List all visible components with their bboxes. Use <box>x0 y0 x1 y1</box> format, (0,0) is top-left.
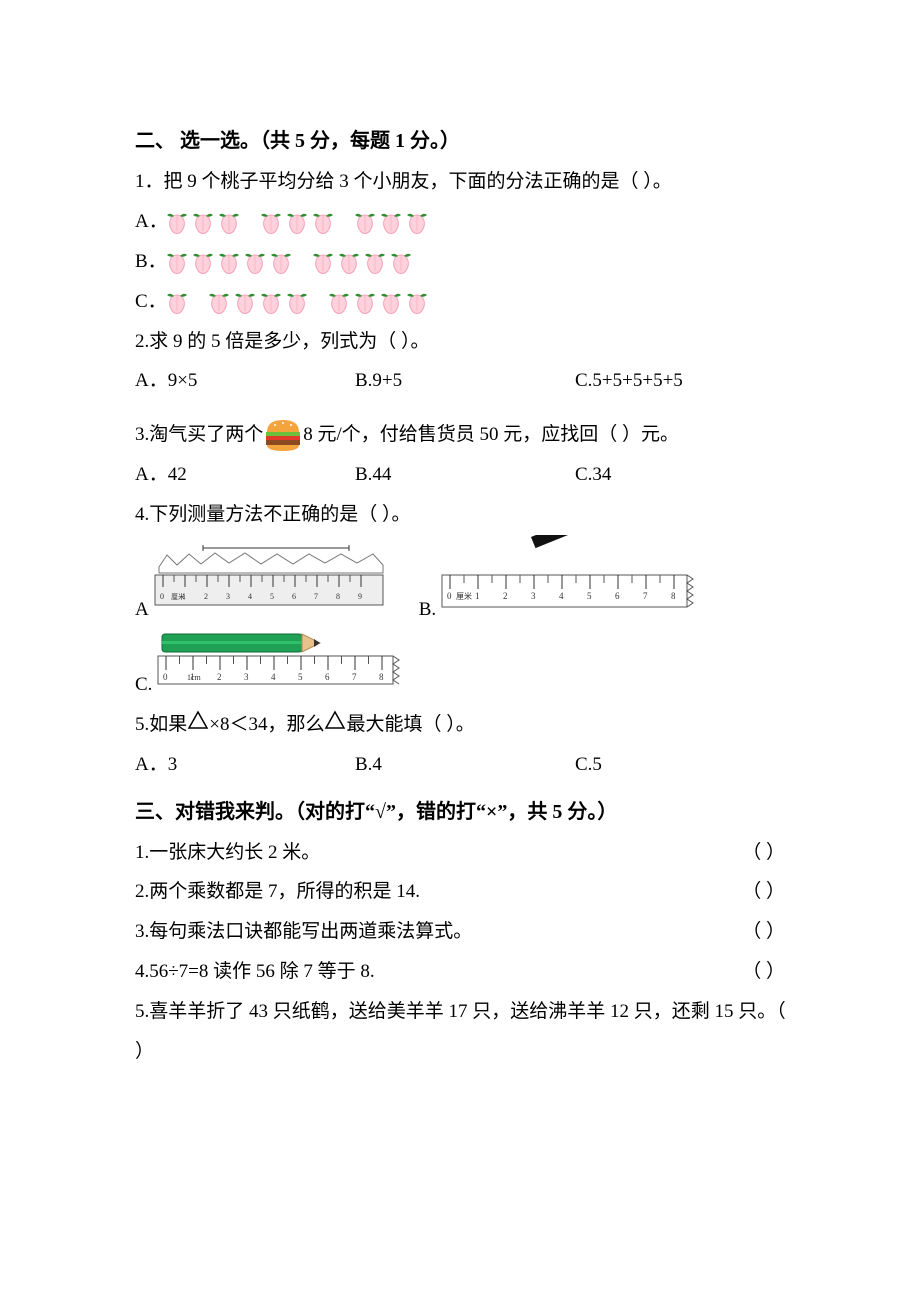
svg-text:2: 2 <box>204 592 208 601</box>
judge-text: 3.每句乘法口诀都能写出两道乘法算式。 <box>135 912 742 952</box>
q1-optA: A． <box>135 202 795 242</box>
svg-text:3: 3 <box>531 591 536 601</box>
q1-optB-label: B． <box>135 242 165 282</box>
judge-item-3: 3.每句乘法口诀都能写出两道乘法算式。 （ ） <box>135 912 795 952</box>
q3-pre: 3.淘气买了两个 <box>135 415 263 455</box>
svg-text:2: 2 <box>503 591 508 601</box>
svg-text:8: 8 <box>336 592 340 601</box>
q4-optC: C. 0123456781cm <box>135 630 795 705</box>
judge-item-2: 2.两个乘数都是 7，所得的积是 14. （ ） <box>135 872 795 912</box>
svg-text:8: 8 <box>671 591 676 601</box>
q3-mid: 8 元/个，付给售货员 50 元，应找回（ ）元。 <box>303 415 679 455</box>
judge-item-5: 5.喜羊羊折了 43 只纸鹤，送给美羊羊 17 只，送给沸羊羊 12 只，还剩 … <box>135 992 795 1072</box>
q2-options: A．9×5 B.9+5 C.5+5+5+5+5 <box>135 361 795 401</box>
svg-text:厘米: 厘米 <box>171 592 185 601</box>
svg-text:9: 9 <box>358 592 362 601</box>
triangle-icon <box>187 705 209 745</box>
q5-optB: B.4 <box>355 745 575 785</box>
q2-optB: B.9+5 <box>355 361 575 401</box>
svg-text:5: 5 <box>587 591 592 601</box>
judge-paren: （ ） <box>742 952 795 992</box>
q3-optA: A．42 <box>135 455 355 495</box>
triangle-icon <box>324 705 346 745</box>
svg-text:4: 4 <box>248 592 252 601</box>
q4-optA-label: A <box>135 590 149 630</box>
judge-text: 4.56÷7=8 读作 56 除 7 等于 8. <box>135 952 742 992</box>
svg-text:6: 6 <box>325 672 330 682</box>
q2-stem: 2.求 9 的 5 倍是多少，列式为（ ）。 <box>135 322 795 362</box>
burger-icon <box>263 418 303 452</box>
q5-post: 最大能填（ ）。 <box>346 705 474 745</box>
svg-text:厘米: 厘米 <box>456 591 472 601</box>
svg-text:7: 7 <box>314 592 318 601</box>
section3-heading: 三、对错我来判。（对的打“√”，错的打“×”，共 5 分。） <box>135 791 795 833</box>
q3-stem: 3.淘气买了两个 8 元/个，付给售货员 50 元，应找回（ ）元。 <box>135 415 795 455</box>
judge-item-4: 4.56÷7=8 读作 56 除 7 等于 8. （ ） <box>135 952 795 992</box>
q1-optB: B． <box>135 242 795 282</box>
svg-text:0: 0 <box>447 591 452 601</box>
q3-options: A．42 B.44 C.34 <box>135 455 795 495</box>
svg-text:6: 6 <box>292 592 296 601</box>
q2-optC: C.5+5+5+5+5 <box>575 361 683 401</box>
burger-tomato-icon <box>266 436 300 440</box>
svg-text:7: 7 <box>352 672 357 682</box>
burger-bun-top-icon <box>267 420 299 432</box>
q1-optB-peaches <box>165 249 413 275</box>
q5-optC: C.5 <box>575 745 602 785</box>
q1-optC-label: C． <box>135 282 165 322</box>
q1-optA-peaches <box>165 209 429 235</box>
section2-heading: 二、 选一选。（共 5 分，每题 1 分。） <box>135 120 795 162</box>
ruler-b-icon: 0 1 2 3 4 5 6 7 8 厘米 <box>436 535 696 630</box>
q1-stem: 1．把 9 个桃子平均分给 3 个小朋友，下面的分法正确的是（ ）。 <box>135 162 795 202</box>
judge-paren: （ ） <box>742 872 795 912</box>
page: 二、 选一选。（共 5 分，每题 1 分。） 1．把 9 个桃子平均分给 3 个… <box>0 0 920 1132</box>
svg-text:3: 3 <box>244 672 249 682</box>
svg-text:1: 1 <box>475 591 480 601</box>
q5-options: A．3 B.4 C.5 <box>135 745 795 785</box>
burger-bun-bottom-icon <box>267 445 299 451</box>
svg-text:6: 6 <box>615 591 620 601</box>
judge-paren: （ ） <box>742 912 795 952</box>
svg-text:5: 5 <box>298 672 303 682</box>
svg-text:7: 7 <box>643 591 648 601</box>
ruler-c-icon: 0123456781cm <box>152 630 402 705</box>
svg-text:0: 0 <box>160 592 164 601</box>
q3-optC: C.34 <box>575 455 611 495</box>
judge-paren: （ ） <box>742 833 795 873</box>
burger-lettuce-icon <box>266 432 300 436</box>
q2-optA: A．9×5 <box>135 361 355 401</box>
ruler-a-icon: 0123456789厘米 <box>149 545 389 630</box>
svg-text:4: 4 <box>559 591 564 601</box>
svg-text:8: 8 <box>379 672 384 682</box>
burger-patty-icon <box>266 440 300 445</box>
q4-stem: 4.下列测量方法不正确的是（ ）。 <box>135 495 795 535</box>
svg-text:1cm: 1cm <box>187 673 202 682</box>
judge-text: 2.两个乘数都是 7，所得的积是 14. <box>135 872 742 912</box>
q1-optA-label: A． <box>135 202 165 242</box>
judge-text: 1.一张床大约长 2 米。 <box>135 833 742 873</box>
q3-optB: B.44 <box>355 455 575 495</box>
svg-text:2: 2 <box>217 672 222 682</box>
judge-item-1: 1.一张床大约长 2 米。 （ ） <box>135 833 795 873</box>
svg-text:5: 5 <box>270 592 274 601</box>
q4-row1: A 0 1 2 3 4 5 6 7 8 9 厘米 B. <box>135 535 795 630</box>
q4-optC-label: C. <box>135 665 152 705</box>
svg-text:4: 4 <box>271 672 276 682</box>
q5-mid: ×8＜34，那么 <box>209 705 324 745</box>
q1-optC: C． <box>135 282 795 322</box>
q5-pre: 5.如果 <box>135 705 187 745</box>
q5-optA: A．3 <box>135 745 355 785</box>
svg-text:0: 0 <box>163 672 168 682</box>
q5-stem: 5.如果 ×8＜34，那么 最大能填（ ）。 <box>135 705 795 745</box>
svg-text:3: 3 <box>226 592 230 601</box>
q4-optB-label: B. <box>419 590 436 630</box>
q1-optC-peaches <box>165 289 429 315</box>
q4-optB: B. 0 1 2 3 4 5 6 7 8 厘米 <box>419 535 696 630</box>
q4-optA: A 0123456789厘米 <box>135 545 389 630</box>
